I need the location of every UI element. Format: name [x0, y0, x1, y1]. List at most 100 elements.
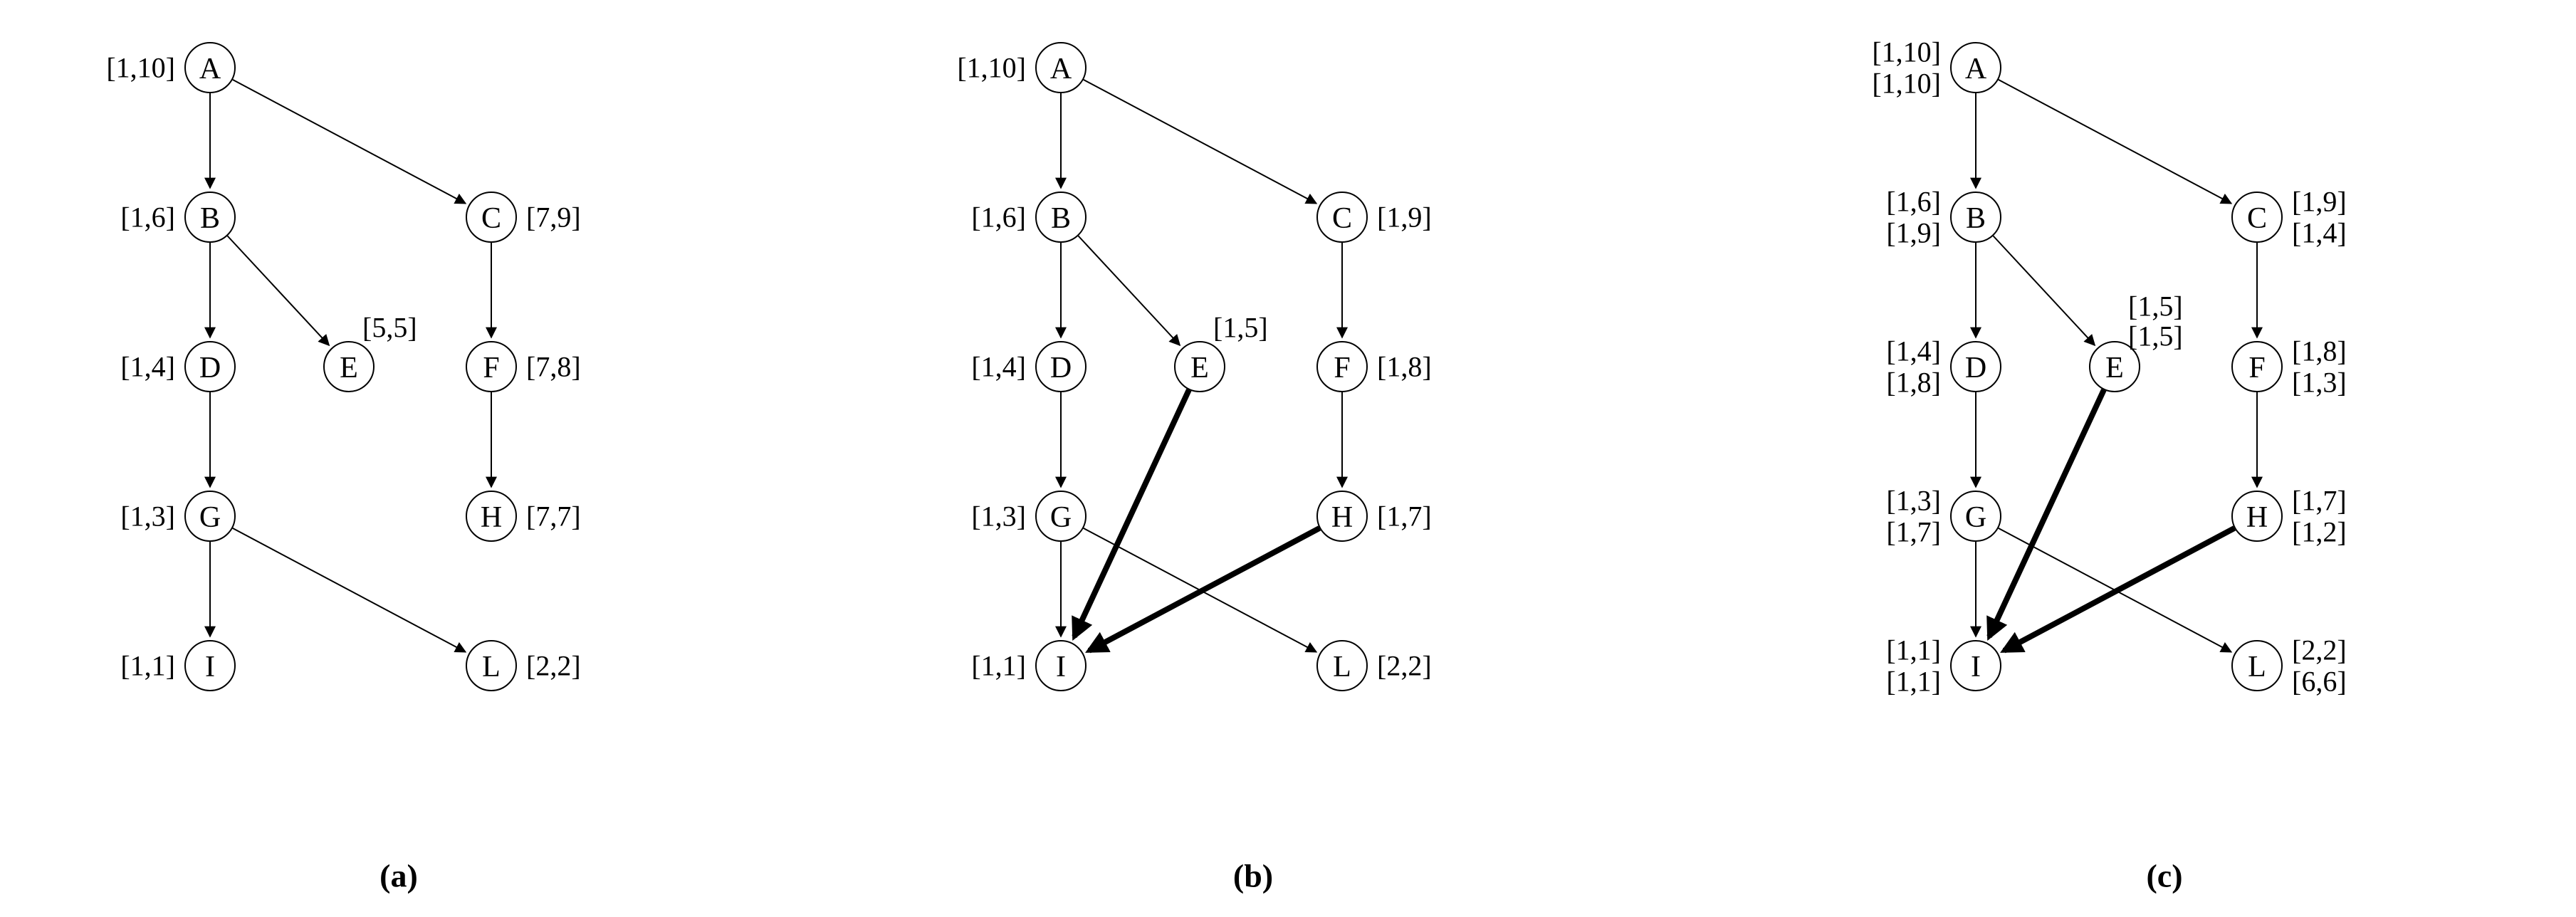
node-D-range: [1,4] [971, 351, 1026, 383]
node-F-label: F [2248, 352, 2265, 384]
panel-a: A [1,10] B [1,6] C [7,9] D [1,4] E[5,5] F [7,8] G [1… [106, 43, 580, 894]
node-E-range: [1,5] [1213, 312, 1268, 344]
node-A: A [1,10][1,10] [1872, 36, 2001, 100]
node-L-label: L [2248, 651, 2266, 683]
node-F-range: [1,8] [1377, 351, 1432, 383]
panel-b: A[1,10]B[1,6]C[1,9]D[1,4]E[1,5]F[1,8]G[1… [957, 43, 1431, 894]
node-E: E[1,5] [1175, 312, 1268, 392]
node-D-range: [1,4] [1886, 335, 1941, 367]
node-A: A [1,10] [106, 43, 235, 93]
node-I-range: [1,1] [1886, 666, 1941, 698]
node-G-range: [1,3] [120, 501, 175, 533]
node-D-range: [1,4] [120, 351, 175, 383]
node-C: C[1,9][1,4] [2232, 186, 2347, 249]
edge-E-I [1989, 390, 2104, 637]
node-A-label: A [1050, 53, 1072, 85]
node-I-label: I [1971, 651, 1981, 683]
node-B: B [1,6][1,9] [1886, 186, 2001, 249]
node-H: H [1,7] [1317, 491, 1432, 541]
edge-B-E [1078, 236, 1180, 345]
node-F-label: F [483, 352, 499, 384]
node-H-range: [1,7] [1377, 501, 1432, 533]
panel-a-nodes: A [1,10] B [1,6] C [7,9] D [1,4] E[5,5] F [7,8] G [1… [106, 43, 580, 691]
node-C-range: [1,4] [2292, 217, 2347, 249]
node-I-range: [1,1] [120, 650, 175, 682]
node-F-range: [7,8] [526, 351, 581, 383]
node-H-label: H [1331, 501, 1353, 534]
node-B-range: [1,9] [1886, 217, 1941, 249]
node-D: D [1,4][1,8] [1886, 335, 2001, 399]
edge-A-C [1084, 80, 1316, 204]
edge-B-E [1993, 236, 2095, 345]
node-A-label: A [1965, 53, 1987, 85]
node-H: H[1,7][1,2] [2232, 485, 2347, 548]
node-I: I[1,1] [971, 641, 1086, 691]
node-H: H [7,7] [466, 491, 581, 541]
node-E: E[1,5][1,5] [2090, 290, 2183, 392]
node-B-label: B [1966, 202, 1986, 235]
node-C-label: C [481, 202, 501, 235]
node-G-label: G [199, 501, 221, 534]
node-D-label: D [1965, 352, 1986, 384]
panel-c: A[1,10][1,10]B[1,6][1,9]C[1,9][1,4]D[1,4… [1872, 36, 2346, 894]
node-F: F[1,8][1,3] [2232, 335, 2347, 399]
node-B-label: B [200, 202, 220, 235]
node-C-range: [1,9] [2292, 186, 2347, 218]
node-L-range: [2,2] [1377, 650, 1432, 682]
node-A-range: [1,10] [957, 52, 1026, 84]
node-G: G [1,3] [971, 491, 1086, 541]
panel-c-caption: (c) [2146, 858, 2182, 894]
node-L-label: L [1333, 651, 1351, 683]
node-E-label: E [2105, 352, 2124, 384]
node-D-label: D [199, 352, 221, 384]
node-H-range: [7,7] [526, 501, 581, 533]
node-B: B[1,6] [971, 192, 1086, 242]
node-C-range: [1,9] [1377, 201, 1432, 234]
node-D: D[1,4] [971, 342, 1086, 392]
node-A-label: A [199, 53, 221, 85]
node-G-range: [1,3] [1886, 485, 1941, 517]
node-A-range: [1,10] [1872, 36, 1941, 68]
node-E: E[5,5] [324, 312, 417, 392]
node-G-label: G [1050, 501, 1072, 534]
node-B-range: [1,6] [1886, 186, 1941, 218]
node-A-range: [1,10] [106, 52, 175, 84]
node-D: D [1,4] [120, 342, 235, 392]
node-G-range: [1,3] [971, 501, 1026, 533]
node-C: C [7,9] [466, 192, 581, 242]
node-G: G [1,3] [120, 491, 235, 541]
node-G-label: G [1965, 501, 1986, 534]
edge-A-C [233, 80, 466, 204]
edge-B-E [227, 236, 329, 345]
node-L-range: [6,6] [2292, 666, 2347, 698]
node-I-label: I [205, 651, 215, 683]
node-I-range: [1,1] [1886, 634, 1941, 666]
panel-c-nodes: A[1,10][1,10]B[1,6][1,9]C[1,9][1,4]D[1,4… [1872, 36, 2346, 698]
node-D-range: [1,8] [1886, 367, 1941, 399]
node-A-range: [1,10] [1872, 68, 1941, 100]
node-L: L [2,2] [1317, 641, 1432, 691]
node-B: B [1,6] [120, 192, 235, 242]
node-G-range: [1,7] [1886, 516, 1941, 548]
node-F-range: [1,8] [2292, 335, 2347, 367]
node-C-range: [7,9] [526, 201, 581, 234]
node-E-label: E [1190, 352, 1209, 384]
node-B-range: [1,6] [120, 201, 175, 234]
edge-A-C [1999, 80, 2231, 204]
node-L: L [2,2][6,6] [2232, 634, 2347, 698]
node-I: I [1,1][1,1] [1886, 634, 2001, 698]
node-I: I [1,1] [120, 641, 235, 691]
panel-a-caption: (a) [379, 858, 418, 894]
node-F-label: F [1334, 352, 1350, 384]
node-F: F [7,8] [466, 342, 581, 392]
node-L-range: [2,2] [2292, 634, 2347, 666]
node-I-range: [1,1] [971, 650, 1026, 682]
edge-H-I [1089, 528, 1319, 651]
panel-b-caption: (b) [1233, 858, 1273, 894]
node-H-label: H [481, 501, 502, 534]
node-A: A [1,10] [957, 43, 1086, 93]
node-E-range: [1,5] [2128, 290, 2183, 323]
node-L-label: L [482, 651, 501, 683]
edge-H-I [2004, 528, 2234, 651]
tree-diagram-figure: A [1,10] B [1,6] C [7,9] D [1,4] E[5,5] F [7,8] G [1… [0, 0, 2576, 917]
